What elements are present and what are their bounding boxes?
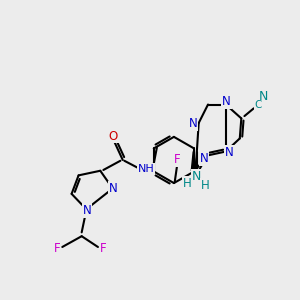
Text: N: N <box>109 182 118 195</box>
Text: F: F <box>54 242 60 255</box>
Text: NH: NH <box>138 164 154 174</box>
Text: N: N <box>225 146 234 159</box>
Text: N: N <box>200 152 208 165</box>
Text: N: N <box>258 90 268 103</box>
Text: F: F <box>100 242 107 255</box>
Text: F: F <box>174 154 180 166</box>
Text: N: N <box>83 204 92 217</box>
Text: O: O <box>109 130 118 142</box>
Polygon shape <box>191 152 197 171</box>
Text: C: C <box>255 100 262 110</box>
Text: N: N <box>189 117 198 130</box>
Text: N: N <box>192 169 201 183</box>
Text: H: H <box>201 179 210 192</box>
Text: H: H <box>183 177 191 190</box>
Text: N: N <box>222 95 231 108</box>
